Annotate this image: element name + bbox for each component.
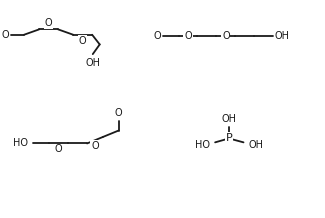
Text: HO: HO xyxy=(195,140,210,150)
Text: OH: OH xyxy=(249,140,264,150)
Text: OH: OH xyxy=(85,58,100,68)
Text: O: O xyxy=(55,144,62,154)
Text: O: O xyxy=(222,31,230,41)
Text: O: O xyxy=(91,141,99,151)
Text: OH: OH xyxy=(222,114,237,124)
Text: O: O xyxy=(45,18,52,28)
Text: O: O xyxy=(154,31,161,41)
Text: O: O xyxy=(79,36,86,46)
Text: O: O xyxy=(2,30,9,40)
Text: O: O xyxy=(184,31,192,41)
Text: P: P xyxy=(226,133,232,143)
Text: OH: OH xyxy=(275,31,290,41)
Text: O: O xyxy=(115,109,123,118)
Text: HO: HO xyxy=(13,138,28,148)
